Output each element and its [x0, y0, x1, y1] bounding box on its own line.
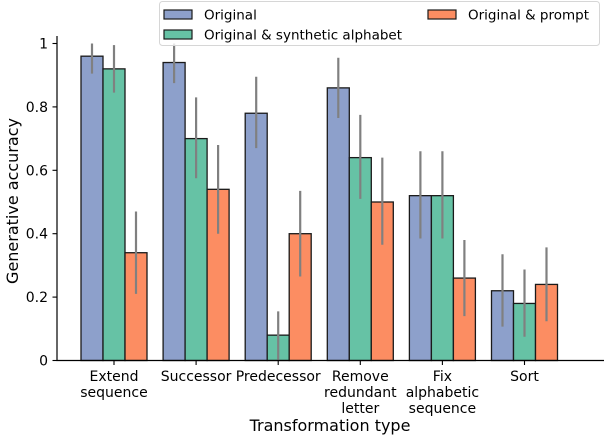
x-tick-label-line: Sort	[510, 369, 539, 385]
x-tick-label: Fix alphabetic sequence	[406, 369, 479, 417]
x-tick-label-line: letter	[341, 401, 379, 417]
legend-swatch-0	[163, 9, 193, 20]
bar-1-0	[102, 68, 126, 362]
bars-layer	[80, 55, 559, 362]
y-tick-label: 0.8	[26, 100, 48, 116]
x-tick-label-line: redundant	[324, 385, 397, 401]
legend-label-0: Original	[204, 8, 257, 24]
bar-0-3	[326, 87, 350, 362]
bar-0-2	[244, 112, 268, 362]
x-axis-title: Transformation type	[249, 416, 411, 435]
y-tick-label: 0.4	[26, 227, 48, 243]
x-tick-label-line: Fix	[433, 369, 452, 385]
legend-swatch-2	[427, 9, 457, 20]
x-tick-label: Sort	[510, 369, 539, 385]
x-tick-label-line: sequence	[409, 401, 476, 417]
legend-swatch-1	[163, 29, 193, 40]
y-tick-label: 0.6	[26, 163, 48, 179]
y-tick-label: 0	[39, 354, 48, 370]
legend: Original Original & synthetic alphabet Ori…	[159, 1, 600, 46]
legend-label-2: Original & prompt	[468, 8, 589, 24]
x-tick-label-line: alphabetic	[406, 385, 479, 401]
legend-label-1: Original & synthetic alphabet	[204, 28, 402, 44]
x-tick-label: Remove redundant letter	[324, 369, 397, 417]
y-tick-label: 0.2	[26, 290, 48, 306]
bar-0-0	[80, 55, 104, 362]
x-tick-label-line: sequence	[80, 385, 147, 401]
x-tick-label-line: Extend	[90, 369, 139, 385]
error-bars-layer	[90, 43, 548, 361]
legend-frame	[159, 1, 600, 46]
x-tick-label-line: Successor	[161, 369, 232, 385]
y-ticks: 0 0.2 0.4 0.6 0.8 1	[26, 37, 57, 370]
y-axis-title: Generative accuracy	[3, 118, 22, 284]
x-tick-label: Predecessor	[236, 369, 321, 385]
axes	[56, 36, 604, 362]
x-tick-label-line: Remove	[332, 369, 389, 385]
x-tick-label: Successor	[161, 369, 232, 385]
x-tick-label-line: Predecessor	[236, 369, 321, 385]
y-tick-label: 1	[39, 37, 48, 53]
x-tick-label: Extend sequence	[80, 369, 147, 401]
bar-0-1	[162, 61, 186, 362]
